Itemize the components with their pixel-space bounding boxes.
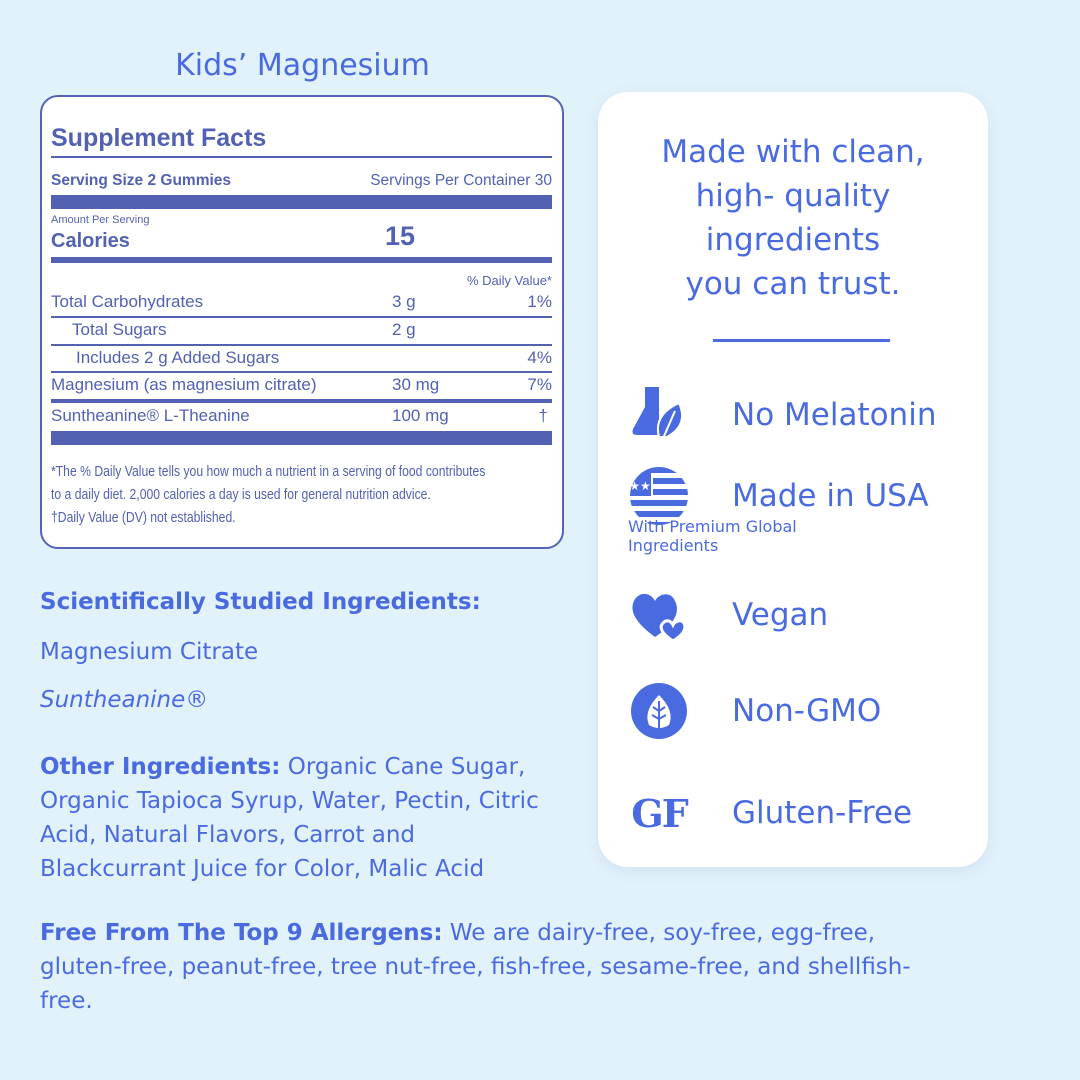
feature-vegan: Vegan xyxy=(628,584,828,646)
divider-thick xyxy=(51,195,552,209)
serving-size: Serving Size 2 Gummies xyxy=(51,172,232,189)
feature-made-in-usa: ★★ Made in USA xyxy=(628,465,929,527)
table-row: Magnesium (as magnesium citrate) 30 mg 7% xyxy=(51,375,552,394)
feature-non-gmo: Non-GMO xyxy=(628,680,881,742)
allergens: Free From The Top 9 Allergens: We are da… xyxy=(40,920,911,1014)
non-gmo-leaf-icon xyxy=(628,680,690,742)
amount-per-serving: Amount Per Serving xyxy=(51,214,150,226)
calories-value: 15 xyxy=(385,221,416,251)
servings-per-container: Servings Per Container 30 xyxy=(370,172,552,189)
footnote: *The % Daily Value tells you how much a … xyxy=(51,464,486,526)
tagline: Made with clean, high- quality ingredien… xyxy=(661,134,925,302)
divider-medium xyxy=(51,257,552,263)
supplement-facts-panel: Supplement Facts Serving Size 2 Gummies … xyxy=(40,95,564,549)
divider xyxy=(51,156,552,158)
divider xyxy=(713,339,890,342)
table-row: Total Carbohydrates 3 g 1% xyxy=(51,292,552,311)
facts-heading: Supplement Facts xyxy=(51,124,267,152)
usa-flag-icon: ★★ xyxy=(628,465,690,527)
hearts-icon xyxy=(628,584,690,646)
gf-icon: GF xyxy=(631,790,688,836)
studied-heading: Scientifically Studied Ingredients: xyxy=(40,589,481,615)
feature-gluten-free: GF Gluten-Free xyxy=(628,782,912,844)
feature-no-melatonin: No Melatonin xyxy=(628,384,936,446)
product-title: Kids’ Magnesium xyxy=(175,48,430,83)
table-row: Total Sugars 2 g xyxy=(72,320,416,339)
studied-item: Magnesium Citrate xyxy=(40,639,259,665)
svg-text:★★: ★★ xyxy=(629,479,651,493)
other-ingredients: Other Ingredients: Organic Cane Sugar, O… xyxy=(40,754,539,882)
table-row: Suntheanine® L-Theanine 100 mg † xyxy=(51,406,548,425)
features-card: Made with clean, high- quality ingredien… xyxy=(598,92,988,867)
calories-label: Calories xyxy=(51,230,130,252)
feature-subtitle: With Premium Global Ingredients xyxy=(628,517,797,555)
studied-item: Suntheanine® xyxy=(40,687,209,713)
flask-leaf-icon xyxy=(628,384,690,446)
dv-header: % Daily Value* xyxy=(466,273,552,288)
table-row: Includes 2 g Added Sugars 4% xyxy=(76,348,552,367)
